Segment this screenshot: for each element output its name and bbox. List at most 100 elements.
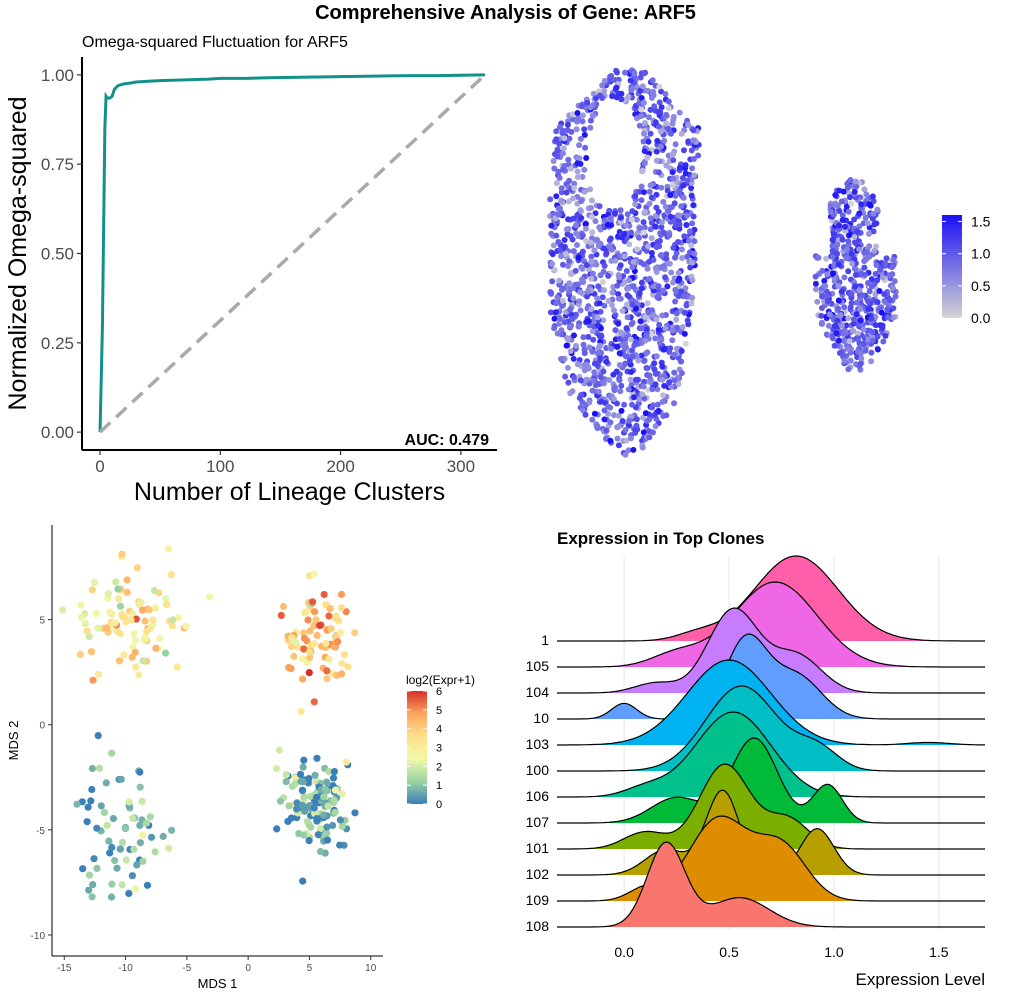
embedding-point: [866, 230, 872, 237]
mds-point: [297, 707, 305, 715]
embedding-point: [617, 262, 624, 269]
embedding-point: [870, 198, 877, 205]
embedding-point: [825, 322, 832, 329]
embedding-point: [884, 314, 891, 321]
embedding-point: [659, 398, 666, 405]
mds-point: [59, 606, 67, 614]
ridge-area-10: [557, 634, 985, 719]
embedding-point: [599, 279, 606, 285]
embedding-point: [653, 353, 660, 360]
mds-point: [76, 650, 84, 658]
embedding-point: [638, 285, 645, 292]
mds-point: [116, 629, 124, 638]
embedding-point: [630, 446, 637, 453]
mds-point: [291, 774, 299, 782]
mds-point: [141, 617, 149, 625]
embedding-point: [818, 312, 825, 319]
embedding-point: [567, 348, 574, 355]
embedding-point: [559, 302, 565, 309]
embedding-point: [628, 369, 635, 375]
embedding-point: [591, 410, 598, 417]
mds-point: [303, 817, 311, 825]
mds-point: [79, 865, 87, 873]
embedding-point: [561, 319, 568, 326]
embedding-point: [548, 289, 554, 296]
mds-point: [138, 797, 146, 805]
embedding-point: [601, 416, 608, 423]
mds-point: [89, 881, 97, 889]
mds-point: [115, 595, 123, 603]
mds-point: [299, 675, 307, 683]
mds-point: [313, 631, 321, 640]
embedding-point: [633, 416, 640, 423]
embedding-point: [851, 234, 858, 240]
mds-point: [310, 698, 318, 706]
embedding-legend-label: 1.0: [971, 246, 991, 262]
embedding-point: [842, 223, 848, 230]
ridge-category-label: 1: [541, 632, 549, 648]
embedding-point: [832, 192, 839, 198]
mds-point: [130, 629, 138, 638]
mds-point: [300, 793, 308, 801]
embedding-point: [574, 174, 581, 181]
embedding-point: [551, 267, 558, 273]
embedding-point: [856, 287, 863, 294]
embedding-point: [631, 394, 637, 401]
mds-point: [118, 881, 126, 889]
embedding-point: [690, 202, 697, 209]
mds-point: [292, 638, 300, 646]
embedding-point: [869, 283, 875, 290]
embedding-point: [586, 344, 593, 351]
mds-point: [304, 616, 312, 624]
embedding-point: [665, 98, 672, 105]
mds-point: [320, 590, 328, 599]
y-axis-title: Normalized Omega-squared: [4, 96, 32, 410]
embedding-point: [852, 178, 859, 185]
main-title: Comprehensive Analysis of Gene: ARF5: [315, 2, 696, 24]
embedding-point: [646, 200, 653, 207]
embedding-point: [641, 160, 648, 167]
embedding-point: [849, 260, 856, 267]
embedding-point: [553, 193, 560, 200]
embedding-point: [831, 322, 838, 329]
mds-point: [94, 624, 102, 632]
embedding-point: [623, 268, 630, 274]
mds-point: [118, 550, 126, 558]
embedding-point: [570, 295, 577, 302]
embedding-point: [649, 386, 656, 393]
embedding-point: [879, 274, 886, 281]
embedding-point: [890, 305, 897, 312]
mds-point: [290, 652, 298, 660]
embedding-point: [641, 148, 648, 155]
mds-point: [291, 780, 299, 788]
embedding-point: [645, 114, 652, 121]
embedding-point: [638, 183, 645, 190]
embedding-point: [884, 306, 891, 313]
mds-point: [310, 804, 318, 812]
embedding-point: [642, 337, 649, 344]
embedding-point: [614, 424, 621, 431]
embedding-point: [574, 361, 581, 368]
embedding-point: [606, 377, 613, 383]
ridge-outline-10: [557, 633, 985, 720]
embedding-point: [549, 260, 555, 267]
mds-point: [113, 864, 121, 872]
embedding-point: [622, 451, 629, 458]
embedding-point: [637, 87, 644, 94]
embedding-point: [609, 302, 615, 308]
mds-point: [300, 806, 308, 814]
ridge-outline-103: [557, 659, 985, 746]
embedding-point: [655, 407, 662, 414]
mds-point: [314, 831, 322, 839]
embedding-point: [666, 260, 673, 267]
embedding-point: [833, 330, 840, 337]
embedding-point: [815, 254, 822, 261]
mds-legend-title: log2(Expr+1): [406, 673, 475, 687]
mds-point: [133, 861, 141, 869]
y-tick-label: 1.00: [41, 66, 74, 85]
embedding-point: [682, 162, 689, 169]
embedding-point: [669, 151, 676, 158]
embedding-point: [576, 142, 583, 149]
mds-point: [300, 634, 309, 642]
mds-point: [313, 754, 321, 762]
